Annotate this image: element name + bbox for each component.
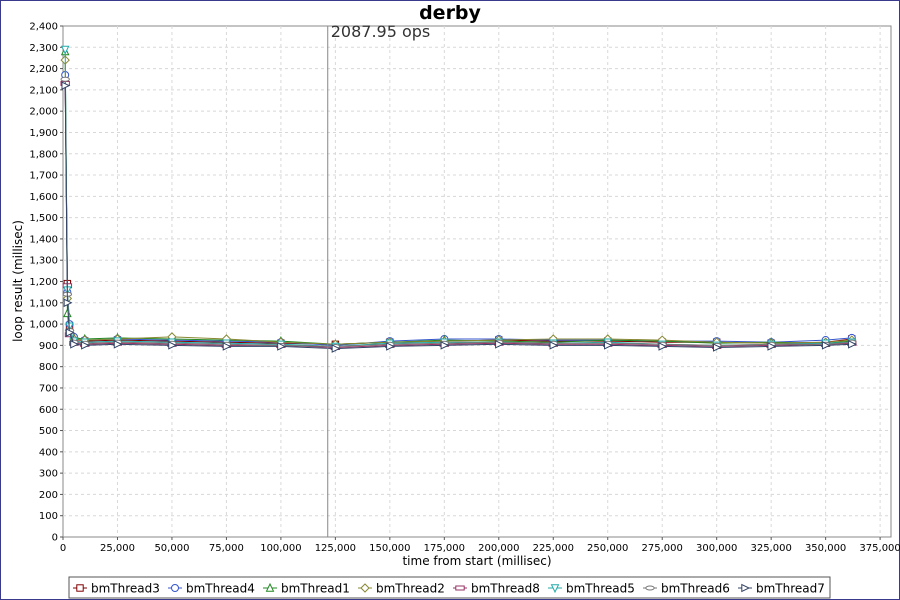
- x-tick-label: 350,000: [805, 543, 846, 554]
- x-axis-label: time from start (millisec): [402, 554, 551, 568]
- y-tick-label: 900: [39, 341, 58, 352]
- legend-label: bmThread4: [186, 582, 255, 596]
- y-tick-label: 1,500: [29, 213, 58, 224]
- legend-label: bmThread1: [281, 582, 350, 596]
- y-tick-label: 500: [39, 426, 58, 437]
- legend-label: bmThread3: [91, 582, 160, 596]
- legend-label: bmThread2: [376, 582, 445, 596]
- legend-label: bmThread6: [661, 582, 730, 596]
- legend-label: bmThread5: [566, 582, 635, 596]
- y-tick-label: 1,000: [29, 320, 58, 331]
- y-tick-label: 2,000: [29, 107, 58, 118]
- y-tick-label: 800: [39, 362, 58, 373]
- y-tick-label: 2,300: [29, 43, 58, 54]
- annotation-label: 2087.95 ops: [331, 22, 431, 41]
- y-tick-label: 1,100: [29, 298, 58, 309]
- y-tick-label: 300: [39, 469, 58, 480]
- x-tick-label: 175,000: [424, 543, 465, 554]
- data-point: [61, 77, 69, 81]
- y-tick-label: 1,800: [29, 149, 58, 160]
- x-tick-label: 325,000: [750, 543, 791, 554]
- y-tick-label: 1,600: [29, 192, 58, 203]
- y-tick-label: 1,300: [29, 256, 58, 267]
- y-tick-label: 1,700: [29, 171, 58, 182]
- x-tick-label: 125,000: [315, 543, 356, 554]
- x-tick-label: 225,000: [533, 543, 574, 554]
- y-tick-label: 400: [39, 447, 58, 458]
- y-tick-label: 0: [52, 533, 58, 544]
- legend-marker: [77, 585, 83, 591]
- y-tick-label: 700: [39, 383, 58, 394]
- y-tick-label: 1,200: [29, 277, 58, 288]
- y-tick-label: 1,400: [29, 234, 58, 245]
- x-tick-label: 250,000: [587, 543, 628, 554]
- y-tick-label: 2,400: [29, 22, 58, 33]
- legend-marker: [646, 586, 654, 590]
- y-tick-label: 200: [39, 490, 58, 501]
- x-tick-label: 300,000: [696, 543, 737, 554]
- x-tick-label: 100,000: [260, 543, 301, 554]
- y-tick-label: 100: [39, 511, 58, 522]
- legend-label: bmThread8: [471, 582, 540, 596]
- x-tick-label: 150,000: [369, 543, 410, 554]
- legend-marker: [456, 586, 464, 590]
- y-tick-label: 600: [39, 405, 58, 416]
- chart-title: derby: [419, 2, 481, 24]
- y-tick-label: 1,900: [29, 128, 58, 139]
- y-tick-label: 2,200: [29, 64, 58, 75]
- y-axis-label: loop result (millisec): [11, 220, 25, 342]
- x-tick-label: 75,000: [209, 543, 244, 554]
- x-tick-label: 200,000: [478, 543, 519, 554]
- y-tick-label: 2,100: [29, 85, 58, 96]
- y-axis-ticks: 0 100 200 300 400 500 600 700 800 900 1,000 1,100 1,…: [29, 22, 63, 544]
- legend-label: bmThread7: [756, 582, 825, 596]
- x-tick-label: 375,000: [859, 543, 900, 554]
- x-tick-label: 275,000: [642, 543, 683, 554]
- x-tick-label: 25,000: [100, 543, 135, 554]
- x-axis-ticks: 0 25,000 50,000 75,000 100,000 125,000 150,000…: [60, 537, 900, 554]
- x-tick-label: 50,000: [154, 543, 189, 554]
- legend-marker: [172, 585, 179, 592]
- x-tick-label: 0: [60, 543, 66, 554]
